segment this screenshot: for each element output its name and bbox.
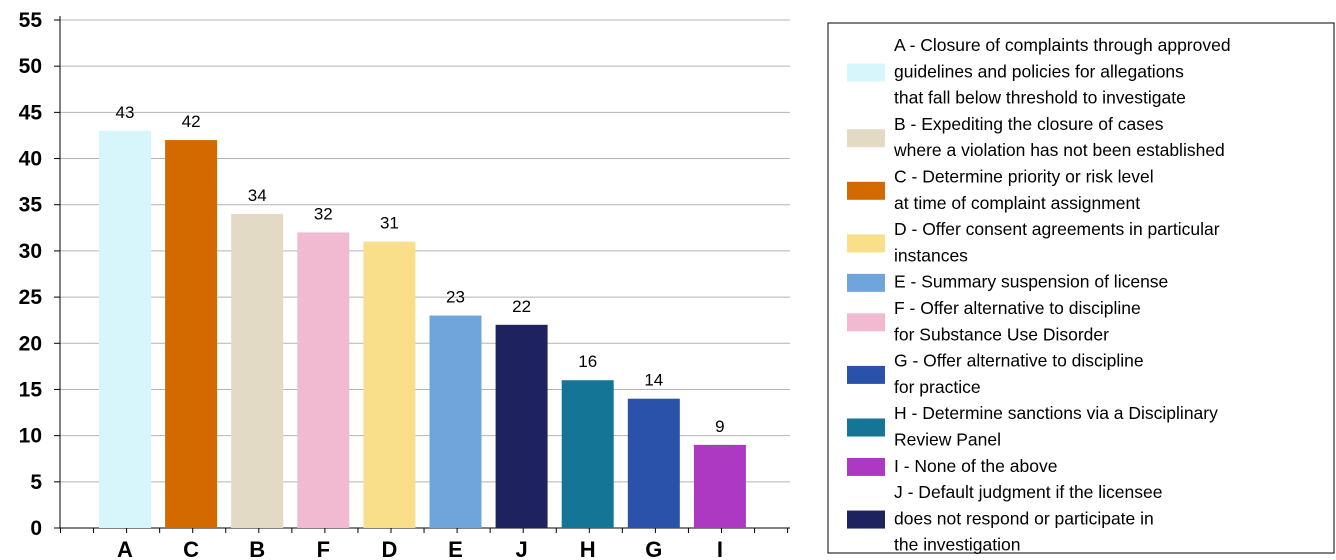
y-tick-label: 30: [19, 240, 42, 263]
legend-item-I: I - None of the above: [847, 456, 1057, 476]
category-label-J: J: [515, 537, 527, 560]
legend: A - Closure of complaints through approv…: [827, 22, 1335, 555]
legend-text-line: C - Determine priority or risk level: [894, 167, 1154, 187]
legend-text-line: J - Default judgment if the licensee: [894, 482, 1162, 502]
y-tick-label: 0: [30, 517, 42, 540]
legend-text-line: Review Panel: [894, 430, 1001, 450]
legend-item-D: D - Offer consent agreements in particul…: [847, 219, 1220, 265]
y-tick-label: 5: [30, 471, 42, 494]
category-label-H: H: [580, 537, 596, 560]
legend-item-G: G - Offer alternative to discipline for p…: [847, 351, 1144, 397]
y-tick-label: 55: [19, 9, 43, 32]
legend-text-line: for Substance Use Disorder: [894, 324, 1109, 344]
legend-text-line: H - Determine sanctions via a Disciplina…: [894, 403, 1218, 423]
bar-D: [363, 241, 416, 528]
legend-swatch-C: [847, 181, 885, 200]
legend-swatch-E: [847, 273, 885, 292]
legend-text-line: the investigation: [894, 535, 1020, 555]
legend-item-C: C - Determine priority or risk level at t…: [847, 167, 1154, 213]
legend-swatch-D: [847, 234, 885, 253]
data-label-G: 14: [644, 371, 663, 390]
legend-text-line: for practice: [894, 377, 981, 397]
data-label-I: 9: [715, 417, 724, 436]
bar-H: [561, 380, 614, 528]
legend-swatch-J: [847, 510, 885, 529]
legend-text-line: E - Summary suspension of license: [894, 272, 1168, 292]
y-tick-label: 35: [19, 194, 43, 217]
legend-swatch-B: [847, 129, 885, 148]
legend-item-B: B - Expediting the closure of cases where…: [847, 114, 1225, 160]
data-label-C: 42: [182, 112, 201, 131]
bar-E: [429, 315, 482, 528]
y-tick-label: 15: [19, 378, 43, 401]
legend-box: [827, 22, 1335, 554]
legend-text-line: does not respond or participate in: [894, 508, 1154, 528]
y-tick-label: 45: [19, 101, 43, 124]
legend-text-line: where a violation has not been establish…: [893, 140, 1225, 160]
category-label-F: F: [317, 537, 330, 560]
bar-G: [627, 398, 680, 528]
data-label-A: 43: [116, 103, 135, 122]
y-tick-label: 50: [19, 55, 42, 78]
legend-text-line: F - Offer alternative to discipline: [894, 298, 1141, 318]
legend-item-A: A - Closure of complaints through approv…: [847, 35, 1231, 108]
y-tick-label: 20: [19, 332, 42, 355]
bar-I: [693, 444, 746, 528]
legend-swatch-G: [847, 365, 885, 384]
data-label-E: 23: [446, 288, 465, 307]
category-label-A: A: [117, 537, 133, 560]
legend-swatch-A: [847, 63, 885, 82]
category-label-B: B: [249, 537, 265, 560]
legend-item-H: H - Determine sanctions via a Disciplina…: [847, 403, 1218, 450]
bars: [99, 130, 746, 529]
legend-swatch-I: [847, 457, 885, 476]
legend-text-line: that fall below threshold to investigate: [894, 88, 1186, 108]
legend-text-line: guidelines and policies for allegations: [894, 61, 1184, 81]
category-label-E: E: [448, 537, 463, 560]
data-label-J: 22: [512, 297, 531, 316]
bar-C: [165, 140, 218, 528]
data-label-B: 34: [248, 186, 267, 205]
bar-J: [495, 324, 548, 528]
legend-item-E: E - Summary suspension of license: [847, 272, 1168, 292]
legend-item-F: F - Offer alternative to discipline for S…: [847, 298, 1141, 344]
legend-text-line: G - Offer alternative to discipline: [894, 351, 1144, 371]
legend-text-line: at time of complaint assignment: [894, 193, 1140, 213]
legend-item-J: J - Default judgment if the licensee does…: [847, 482, 1162, 555]
bar-B: [231, 213, 284, 529]
y-axis-ticks: 0 5 10 15 20 25 30 35 40 45 50 55: [19, 9, 60, 540]
data-labels: 43 42 34 32 31 23 22 16 14 9: [116, 103, 725, 436]
data-label-H: 16: [578, 352, 597, 371]
legend-text-line: instances: [894, 245, 968, 265]
legend-text-line: I - None of the above: [894, 456, 1057, 476]
data-label-F: 32: [314, 204, 333, 223]
legend-text-line: A - Closure of complaints through approv…: [894, 35, 1231, 55]
legend-swatch-F: [847, 313, 885, 332]
y-tick-label: 10: [19, 425, 42, 448]
legend-text-line: B - Expediting the closure of cases: [894, 114, 1164, 134]
category-label-I: I: [717, 537, 723, 560]
data-label-D: 31: [380, 214, 399, 233]
y-tick-label: 25: [19, 286, 43, 309]
category-label-D: D: [381, 537, 397, 560]
bar-F: [297, 232, 350, 528]
y-tick-label: 40: [19, 148, 42, 171]
category-label-G: G: [645, 537, 662, 560]
legend-text-line: D - Offer consent agreements in particul…: [894, 219, 1220, 239]
bar-A: [99, 130, 151, 528]
category-label-C: C: [183, 537, 199, 560]
legend-swatch-H: [847, 418, 885, 437]
